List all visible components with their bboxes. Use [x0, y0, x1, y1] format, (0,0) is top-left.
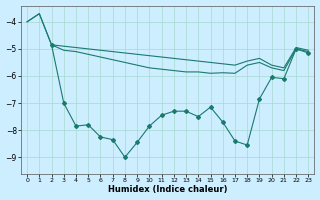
X-axis label: Humidex (Indice chaleur): Humidex (Indice chaleur): [108, 185, 228, 194]
